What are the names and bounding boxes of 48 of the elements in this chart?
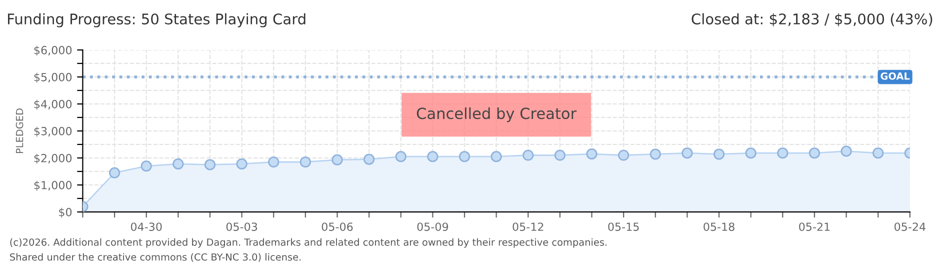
point (458, 151, 470, 162)
point (682, 148, 693, 159)
text: (c)2026. Additional content provided by Dagan. Trademarks and related content are owned by their respective companies. (10, 238, 607, 248)
point (268, 156, 280, 168)
y-tick-label: $3,000 (34, 126, 72, 137)
y-tick-label: $0 (59, 208, 72, 218)
point (522, 150, 534, 161)
point (840, 146, 852, 157)
point (586, 148, 598, 160)
point (618, 150, 630, 161)
chart-subtitle: Closed at: $2,183 / $5,000 (43%) (692, 13, 932, 26)
x-tick-label: 05-18 (704, 222, 734, 231)
point (713, 148, 725, 160)
annotation: Cancelled by Creator (416, 107, 577, 122)
point (427, 151, 438, 162)
y-tick-label: $4,000 (34, 100, 72, 110)
point (236, 158, 248, 170)
point (490, 151, 502, 162)
y-tick-label: $6,000 (34, 46, 72, 56)
x-tick-label: 05-06 (322, 222, 353, 231)
point (872, 148, 884, 159)
point (777, 148, 788, 159)
x-tick-label: 05-09 (417, 222, 448, 231)
point (808, 148, 820, 159)
point (554, 150, 566, 161)
point (650, 148, 661, 160)
point (745, 148, 756, 159)
y-tick-label: $2,000 (34, 154, 72, 164)
point (332, 154, 343, 166)
x-tick-label: 05-12 (512, 222, 544, 231)
y-tick-label: $1,000 (34, 180, 72, 191)
x-tick-label: 05-03 (226, 222, 258, 231)
y-tick-label: $5,000 (34, 72, 72, 83)
x-tick-label: 04-30 (130, 222, 162, 231)
x-tick-label: 05-15 (608, 222, 639, 231)
point (172, 158, 184, 170)
point (108, 167, 120, 178)
x-tick-label: 05-21 (799, 222, 830, 231)
point (395, 151, 406, 162)
x-tick-label: 05-24 (894, 222, 926, 231)
text: Shared under the creative commons (CC BY-NC 3.0) license. (10, 253, 301, 262)
chart-title: Funding Progress: 50 States Playing Card (8, 13, 306, 28)
point (300, 156, 311, 168)
point (140, 160, 152, 172)
ref-line-label: GOAL (880, 72, 910, 80)
point (364, 154, 375, 165)
y-axis-title: PLEDGED (16, 108, 24, 154)
point (204, 159, 216, 170)
